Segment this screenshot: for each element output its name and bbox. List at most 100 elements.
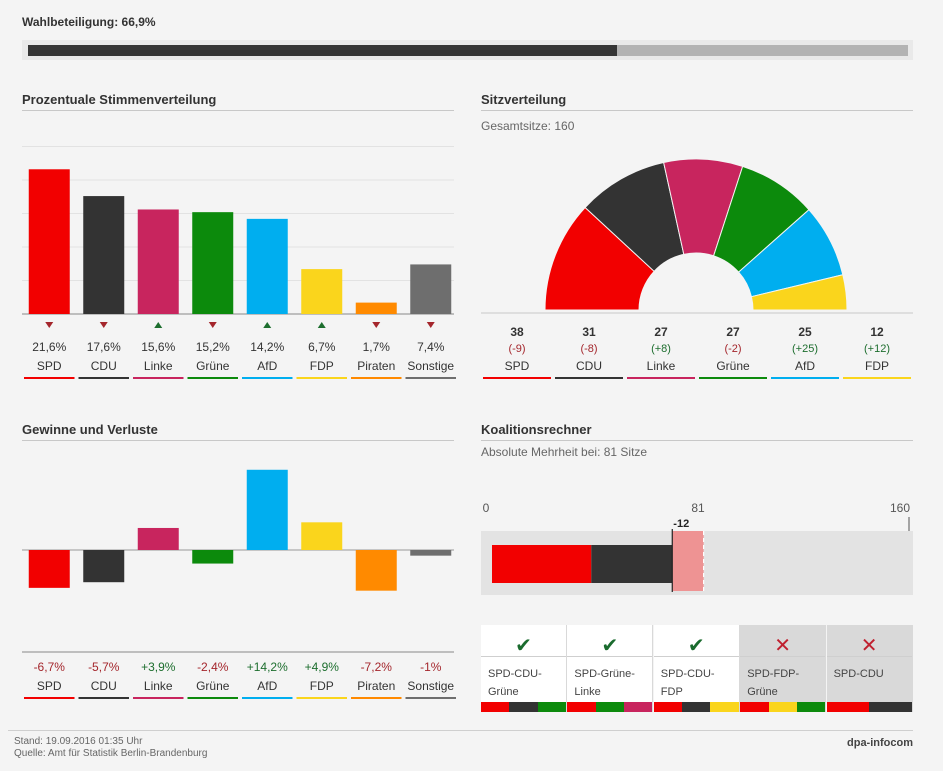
- coalition-name-line: FDP: [660, 686, 683, 698]
- footer-timestamp: Stand: 19.09.2016 01:35 Uhr: [14, 736, 143, 747]
- vote-bar-gruene: [192, 212, 234, 314]
- coalition-spd-cdu-gruene[interactable]: ✔ SPD-CDU- Grüne: [481, 625, 567, 712]
- vote-bar-afd: [246, 218, 288, 314]
- gain-party-underline: [133, 697, 184, 699]
- vote-bar-piraten: [355, 302, 397, 314]
- coalition-divider: [567, 656, 653, 657]
- coalition-name-line: Grüne: [747, 686, 778, 698]
- coalition-calculator-chart: 0 81 160 -12: [481, 501, 913, 595]
- coalition-party-swatch: [537, 702, 566, 712]
- coalition-party-strip: [481, 702, 566, 712]
- vote-party-underline: [78, 377, 129, 379]
- seat-count: 31: [582, 325, 596, 339]
- vote-party-label: SPD: [37, 359, 62, 373]
- check-icon: ✔: [687, 635, 705, 657]
- seat-party-label: AfD: [795, 359, 815, 373]
- gain-bar-cdu: [83, 550, 125, 583]
- coalition-name: SPD-Grüne- Linke: [574, 665, 648, 701]
- vote-party-underline: [405, 377, 456, 379]
- seat-segment-fdp: [750, 274, 848, 311]
- coalition-name: SPD-CDU: [834, 665, 908, 701]
- coalition-bar-spd: [492, 545, 592, 583]
- vote-value-label: 6,7%: [308, 340, 336, 354]
- coalition-name-line: SPD-Grüne-: [574, 668, 635, 680]
- seat-party-label: SPD: [505, 359, 530, 373]
- trend-up-icon: [154, 322, 163, 328]
- vote-party-underline: [187, 377, 238, 379]
- gain-bar-piraten: [355, 550, 397, 591]
- gains-section-title: Gewinne und Verluste: [22, 422, 158, 437]
- vote-party-underline: [24, 377, 75, 379]
- votes-section-title: Prozentuale Stimmenverteilung: [22, 92, 217, 107]
- gain-bar-sonstige: [410, 550, 452, 556]
- coalition-spd-fdp-gruene[interactable]: ✕ SPD-FDP- Grüne: [740, 625, 827, 712]
- votes-title-underline: [22, 110, 454, 111]
- coalition-name-line: Grüne: [488, 686, 519, 698]
- coalition-name: SPD-CDU- Grüne: [488, 665, 562, 701]
- seat-segment-spd: [544, 206, 655, 311]
- coalition-party-swatch: [682, 702, 711, 712]
- trend-down-icon: [45, 322, 54, 328]
- coalition-divider: [740, 656, 826, 657]
- footer-divider: [8, 730, 913, 731]
- vote-bar-spd: [28, 169, 70, 314]
- coalition-name: SPD-FDP- Grüne: [747, 665, 821, 701]
- coalition-deficit-bar: [672, 531, 704, 591]
- vote-value-label: 7,4%: [417, 340, 445, 354]
- trend-up-icon: [263, 322, 272, 328]
- vote-bar-fdp: [301, 269, 343, 314]
- coalition-divider: [481, 656, 566, 657]
- vote-party-label: Grüne: [196, 359, 230, 373]
- coalition-party-swatch: [826, 702, 870, 712]
- gain-value-label: +14,2%: [247, 660, 288, 674]
- cross-icon: ✕: [860, 635, 878, 657]
- vote-bar-linke: [137, 209, 179, 314]
- coalition-party-strip: [740, 702, 826, 712]
- gain-party-label: SPD: [37, 679, 62, 693]
- gain-value-label: +3,9%: [141, 660, 176, 674]
- seat-party-underline: [627, 377, 695, 379]
- gain-party-label: AfD: [257, 679, 277, 693]
- coalition-spd-cdu-fdp[interactable]: ✔ SPD-CDU- FDP: [653, 625, 740, 712]
- seat-count: 12: [870, 325, 884, 339]
- vote-bar-cdu: [83, 196, 125, 314]
- seat-change: (+12): [864, 343, 890, 355]
- check-icon: ✔: [601, 635, 619, 657]
- coalition-party-swatch: [624, 702, 653, 712]
- gain-value-label: -5,7%: [88, 660, 120, 674]
- coalition-party-strip: [567, 702, 653, 712]
- seat-count: 25: [798, 325, 812, 339]
- coalition-party-swatch: [768, 702, 797, 712]
- vote-bar-sonstige: [410, 264, 452, 314]
- gain-party-label: FDP: [310, 679, 334, 693]
- vote-value-label: 1,7%: [363, 340, 391, 354]
- gain-party-underline: [24, 697, 75, 699]
- seat-count: 27: [654, 325, 668, 339]
- coalition-tick-label: 81: [691, 501, 705, 515]
- vote-value-label: 21,6%: [32, 340, 66, 354]
- coalition-party-swatch: [869, 702, 912, 712]
- check-icon: ✔: [515, 635, 532, 657]
- trend-down-icon: [99, 322, 108, 328]
- gain-party-label: Piraten: [357, 679, 395, 693]
- coalition-spd-cdu[interactable]: ✕ SPD-CDU: [826, 625, 913, 712]
- seat-count: 38: [510, 325, 524, 339]
- gain-value-label: -6,7%: [34, 660, 66, 674]
- vote-party-underline: [351, 377, 402, 379]
- majority-label: Absolute Mehrheit bei: 81 Sitze: [481, 445, 648, 459]
- coalition-party-swatch: [595, 702, 625, 712]
- coalition-party-swatch: [653, 702, 683, 712]
- vote-party-label: CDU: [91, 359, 117, 373]
- footer-source: Quelle: Amt für Statistik Berlin-Branden…: [14, 748, 208, 759]
- coalition-deficit-label: -12: [673, 518, 689, 530]
- vote-value-label: 15,6%: [141, 340, 175, 354]
- seat-change: (+25): [792, 343, 818, 355]
- turnout-bar-fill: [28, 45, 617, 56]
- seat-change: (-8): [580, 343, 597, 355]
- gain-value-label: -1%: [420, 660, 442, 674]
- coalition-title-underline: [481, 440, 913, 441]
- coalition-tick-label: 0: [483, 501, 490, 515]
- gain-party-underline: [351, 697, 402, 699]
- gain-party-label: Grüne: [196, 679, 230, 693]
- coalition-spd-gruene-linke[interactable]: ✔ SPD-Grüne- Linke: [567, 625, 654, 712]
